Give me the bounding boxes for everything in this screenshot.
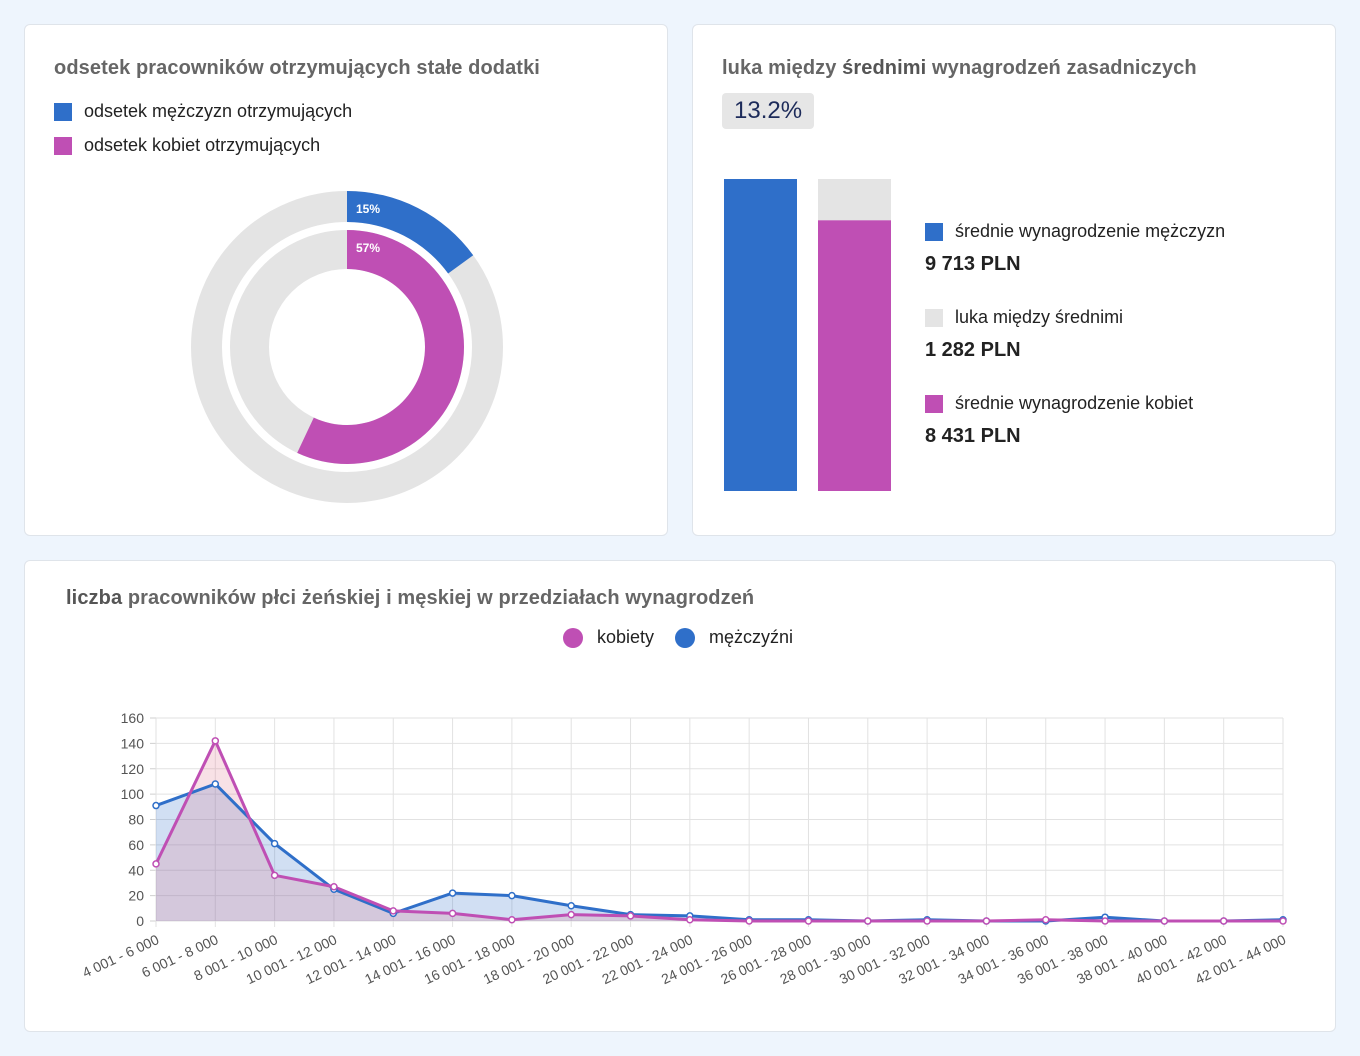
y-tick-label: 80	[128, 812, 144, 828]
point-kobiety	[686, 915, 694, 924]
pay-gap-card: luka między średnimi wynagrodzeń zasadni…	[692, 24, 1336, 536]
gap-item-men-swatch	[925, 222, 943, 241]
legend-men[interactable]: odsetek mężczyzn otrzymujących	[54, 101, 352, 122]
point-kobiety	[745, 917, 753, 925]
gap-bar-chart	[724, 179, 891, 491]
point-kobiety	[864, 917, 872, 925]
point-kobiety	[567, 910, 575, 919]
gap-item-gap-swatch	[925, 308, 943, 327]
point-kobiety	[1160, 917, 1169, 925]
y-tick-label: 20	[128, 888, 144, 904]
donut-women-label: 57%	[356, 241, 380, 255]
gap-item-women-value: 8 431 PLN	[925, 425, 1021, 447]
gap-percent-badge: 13.2%	[722, 93, 815, 129]
gap-item-gap: luka między średnimi	[925, 307, 1123, 328]
y-tick-label: 0	[136, 913, 144, 929]
point-kobiety	[152, 860, 160, 868]
gap-item-gap-label: luka między średnimi	[955, 307, 1124, 327]
legend-mezczyzni-dot	[675, 627, 695, 648]
gap-item-men-value: 9 713 PLN	[925, 253, 1021, 275]
series-mezczyzni-area	[156, 783, 1283, 921]
y-tick-label: 140	[121, 735, 145, 751]
bar-women-salary	[818, 220, 891, 491]
series-mezczyzni-line	[155, 782, 1284, 923]
donut-men-label: 15%	[356, 202, 380, 216]
legend-kobiety-dot	[563, 627, 583, 648]
pay-gap-title-post: wynagrodzeń zasadniczych	[926, 57, 1197, 79]
bar-men-salary	[724, 179, 797, 491]
point-mezczyzni	[211, 780, 220, 788]
pay-gap-title: luka między średnimi wynagrodzeń zasadni…	[722, 57, 1197, 80]
point-kobiety	[982, 917, 991, 925]
salary-ranges-title-bold: liczba	[66, 587, 123, 609]
gap-item-women-swatch	[925, 394, 943, 413]
y-tick-label: 120	[121, 761, 145, 777]
point-kobiety	[804, 917, 813, 925]
legend-mezczyzni[interactable]: mężczyźni	[675, 627, 793, 648]
point-kobiety	[1279, 917, 1287, 925]
legend-men-label: odsetek mężczyzn otrzymujących	[84, 101, 353, 121]
pay-gap-title-pre: luka między	[722, 57, 843, 79]
gap-item-men-label: średnie wynagrodzenie mężczyzn	[955, 221, 1226, 241]
point-kobiety	[923, 917, 931, 925]
point-kobiety	[448, 909, 457, 918]
series-kobiety-line	[154, 739, 1283, 923]
donut-men-slice	[347, 191, 474, 274]
salary-ranges-title: liczba pracowników płci żeńskiej i męski…	[66, 587, 754, 610]
legend-men-swatch	[54, 102, 72, 121]
y-tick-label: 160	[121, 710, 145, 726]
pay-gap-title-bold: średnimi	[842, 57, 927, 79]
legend-kobiety-label: kobiety	[597, 627, 655, 647]
salary-ranges-title-rest: pracowników płci żeńskiej i męskiej w pr…	[122, 587, 755, 609]
y-tick-label: 40	[128, 862, 144, 878]
point-mezczyzni	[270, 839, 279, 848]
y-tick-label: 100	[121, 786, 145, 802]
point-kobiety	[1219, 917, 1228, 925]
point-kobiety	[389, 907, 398, 915]
point-kobiety	[1041, 915, 1050, 924]
point-kobiety	[330, 882, 338, 891]
point-mezczyzni	[448, 889, 457, 897]
gap-item-women: średnie wynagrodzenie kobiet	[925, 393, 1193, 414]
y-tick-label: 60	[128, 837, 144, 853]
legend-women-label: odsetek kobiet otrzymujących	[84, 135, 321, 155]
gap-item-gap-value: 1 282 PLN	[925, 339, 1021, 361]
point-kobiety	[1101, 917, 1109, 925]
series-kobiety-area	[156, 740, 1283, 921]
allowances-title: odsetek pracowników otrzymujących stałe …	[54, 57, 540, 79]
point-mezczyzni	[508, 891, 516, 900]
point-kobiety	[508, 915, 516, 924]
gap-item-men: średnie wynagrodzenie mężczyzn	[925, 221, 1225, 242]
salary-ranges-card: liczba pracowników płci żeńskiej i męski…	[24, 560, 1336, 1032]
donut-women-slice	[297, 230, 465, 464]
legend-kobiety[interactable]: kobiety	[563, 627, 654, 648]
legend-women-swatch	[54, 136, 72, 155]
point-mezczyzni	[567, 902, 575, 910]
donut-chart: 15% 57%	[191, 191, 503, 503]
gap-item-women-label: średnie wynagrodzenie kobiet	[955, 393, 1194, 413]
bar-gap	[818, 179, 891, 221]
point-mezczyzni	[152, 801, 160, 810]
point-kobiety	[270, 871, 279, 880]
allowances-card: odsetek pracowników otrzymujących stałe …	[24, 24, 668, 536]
legend-women[interactable]: odsetek kobiet otrzymujących	[54, 135, 320, 156]
point-kobiety	[626, 912, 635, 920]
legend-mezczyzni-label: mężczyźni	[709, 627, 794, 647]
point-kobiety	[211, 737, 220, 745]
